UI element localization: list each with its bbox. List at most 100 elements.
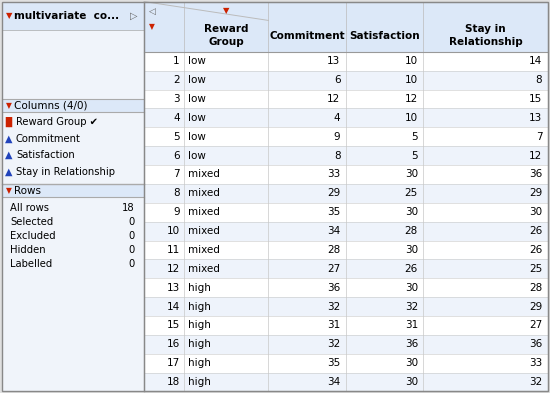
Text: Reward Group ✔: Reward Group ✔ — [16, 117, 98, 127]
Text: 35: 35 — [327, 207, 340, 217]
Text: 26: 26 — [529, 226, 542, 236]
Text: 25: 25 — [529, 264, 542, 274]
Text: 7: 7 — [536, 132, 542, 142]
Bar — [144, 373, 548, 391]
Text: 36: 36 — [529, 339, 542, 349]
Text: 3: 3 — [173, 94, 180, 104]
Text: 13: 13 — [327, 56, 340, 66]
Text: 31: 31 — [405, 320, 418, 331]
Text: ▐▌: ▐▌ — [1, 117, 16, 127]
Text: ▼: ▼ — [150, 22, 155, 31]
Text: 10: 10 — [405, 75, 418, 85]
Text: mixed: mixed — [188, 207, 219, 217]
Text: 31: 31 — [327, 320, 340, 331]
Text: ◁: ◁ — [149, 7, 156, 15]
Text: Stay in
Relationship: Stay in Relationship — [449, 24, 522, 47]
Text: 32: 32 — [327, 301, 340, 312]
Text: Satisfaction: Satisfaction — [349, 31, 420, 40]
Bar — [144, 297, 548, 316]
Bar — [144, 90, 548, 108]
Text: 0: 0 — [128, 259, 134, 269]
Text: 8: 8 — [334, 151, 340, 161]
Text: 15: 15 — [529, 94, 542, 104]
Text: 16: 16 — [167, 339, 180, 349]
Text: mixed: mixed — [188, 188, 219, 198]
Text: 29: 29 — [327, 188, 340, 198]
Text: 9: 9 — [334, 132, 340, 142]
Text: Commitment: Commitment — [270, 31, 345, 40]
Text: 36: 36 — [405, 339, 418, 349]
Text: ▲: ▲ — [5, 167, 13, 177]
Text: 17: 17 — [167, 358, 180, 368]
Text: Excluded: Excluded — [10, 231, 56, 241]
Bar — [2, 184, 144, 197]
Bar — [144, 2, 548, 391]
Text: Satisfaction: Satisfaction — [16, 150, 75, 160]
Text: 12: 12 — [167, 264, 180, 274]
Text: mixed: mixed — [188, 169, 219, 180]
Text: 26: 26 — [405, 264, 418, 274]
Bar — [144, 2, 548, 391]
Text: Reward
Group: Reward Group — [204, 24, 248, 47]
Bar — [2, 99, 144, 112]
Text: 13: 13 — [167, 283, 180, 293]
Text: 32: 32 — [405, 301, 418, 312]
Text: 30: 30 — [405, 245, 418, 255]
Text: 36: 36 — [529, 169, 542, 180]
Bar — [144, 146, 548, 165]
Text: 29: 29 — [529, 301, 542, 312]
Text: 13: 13 — [529, 113, 542, 123]
Bar — [144, 335, 548, 354]
Text: 30: 30 — [405, 358, 418, 368]
Text: 4: 4 — [334, 113, 340, 123]
Text: Stay in Relationship: Stay in Relationship — [16, 167, 115, 177]
Text: 1: 1 — [173, 56, 180, 66]
Text: 2: 2 — [173, 75, 180, 85]
Text: 14: 14 — [529, 56, 542, 66]
Text: high: high — [188, 339, 211, 349]
Text: low: low — [188, 132, 205, 142]
Text: mixed: mixed — [188, 226, 219, 236]
Bar — [144, 52, 548, 71]
Text: 27: 27 — [327, 264, 340, 274]
Text: 34: 34 — [327, 226, 340, 236]
Text: 33: 33 — [327, 169, 340, 180]
Text: 0: 0 — [128, 217, 134, 227]
Bar — [144, 2, 548, 52]
Bar — [144, 278, 548, 297]
Text: 18: 18 — [167, 377, 180, 387]
Bar — [144, 241, 548, 259]
Text: mixed: mixed — [188, 245, 219, 255]
Text: 12: 12 — [405, 94, 418, 104]
Text: 30: 30 — [405, 169, 418, 180]
Text: Selected: Selected — [10, 217, 54, 227]
Text: high: high — [188, 377, 211, 387]
Text: high: high — [188, 320, 211, 331]
Text: ▲: ▲ — [5, 150, 13, 160]
Text: ▲: ▲ — [5, 134, 13, 144]
Bar — [144, 184, 548, 203]
Text: 28: 28 — [327, 245, 340, 255]
Text: 25: 25 — [405, 188, 418, 198]
Text: low: low — [188, 75, 205, 85]
Bar — [144, 2, 548, 20]
Text: 4: 4 — [173, 113, 180, 123]
Text: ▼: ▼ — [6, 186, 12, 195]
Text: Labelled: Labelled — [10, 259, 53, 269]
Text: 0: 0 — [128, 245, 134, 255]
Text: low: low — [188, 113, 205, 123]
Text: 30: 30 — [529, 207, 542, 217]
Bar — [144, 222, 548, 241]
Text: 15: 15 — [167, 320, 180, 331]
Text: 29: 29 — [529, 188, 542, 198]
Text: 32: 32 — [529, 377, 542, 387]
Text: 10: 10 — [167, 226, 180, 236]
Bar — [2, 2, 144, 30]
Text: Columns (4/0): Columns (4/0) — [14, 100, 88, 110]
Text: 34: 34 — [327, 377, 340, 387]
Bar — [144, 108, 548, 127]
Text: 7: 7 — [173, 169, 180, 180]
Text: Hidden: Hidden — [10, 245, 46, 255]
Text: 5: 5 — [173, 132, 180, 142]
Text: 0: 0 — [128, 231, 134, 241]
